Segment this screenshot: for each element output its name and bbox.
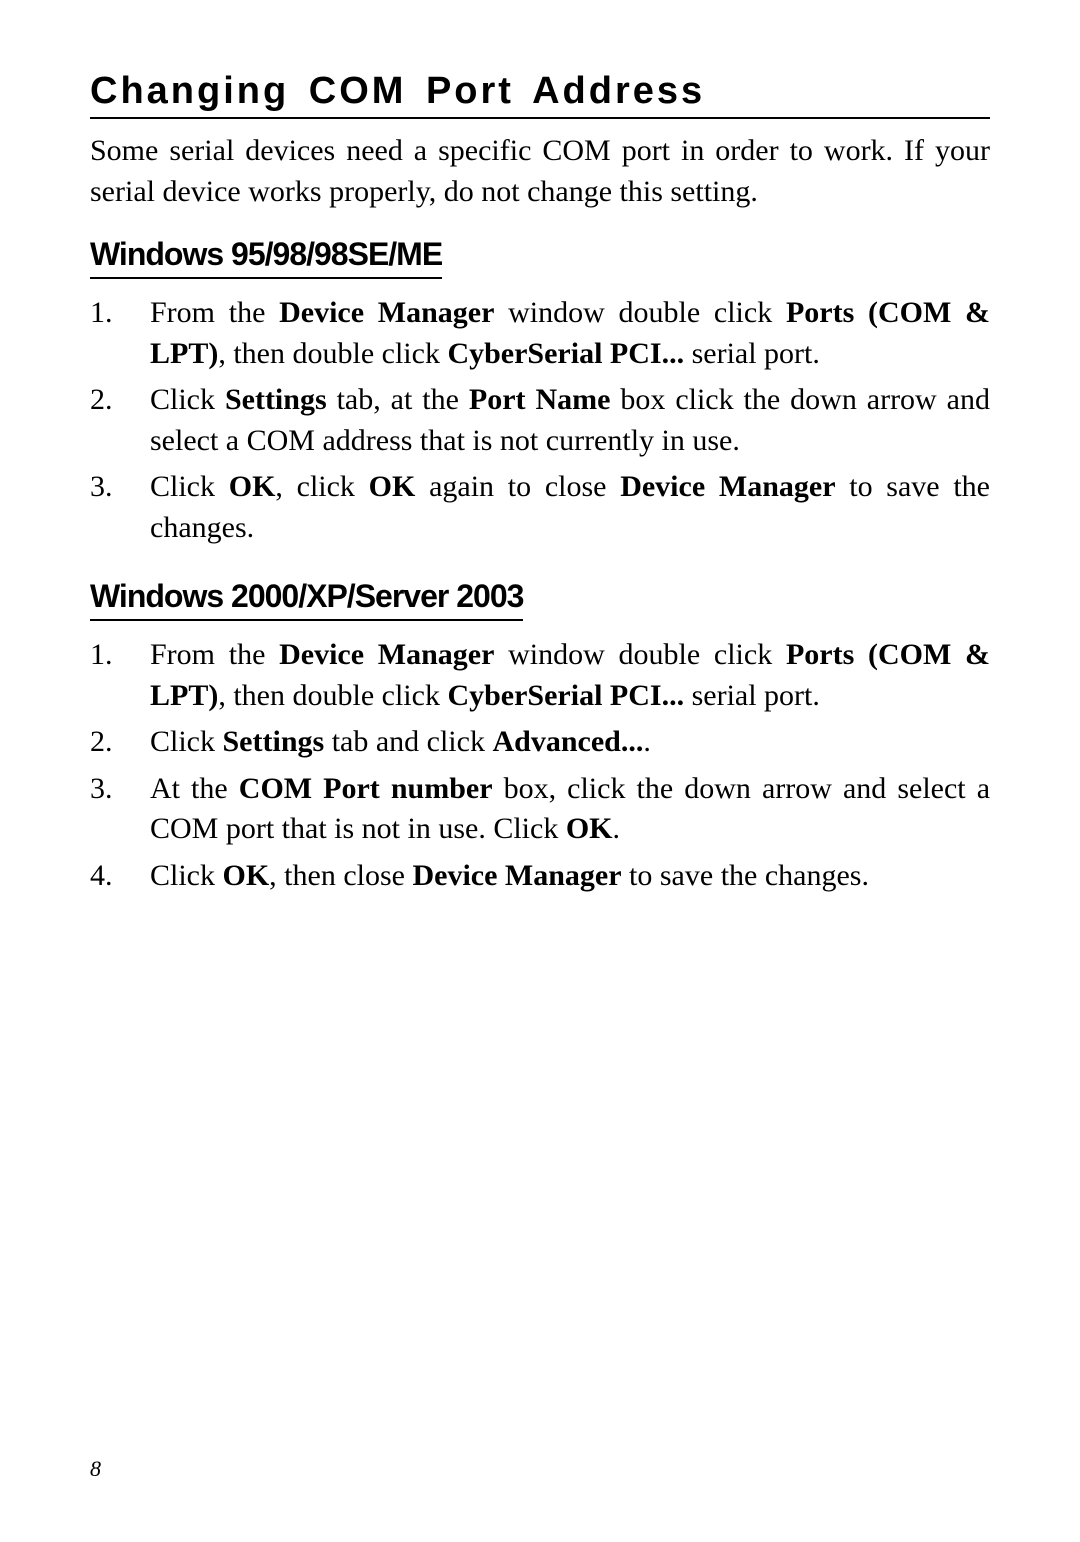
- page-number: 8: [90, 1456, 101, 1482]
- list-item: 1. From the Device Manager window double…: [90, 635, 990, 716]
- step-number: 3.: [90, 467, 150, 548]
- list-item: 2. Click Settings tab and click Advanced…: [90, 722, 990, 763]
- step-number: 4.: [90, 856, 150, 897]
- step-text: From the Device Manager window double cl…: [150, 635, 990, 716]
- list-item: 4. Click OK, then close Device Manager t…: [90, 856, 990, 897]
- list-item: 3. At the COM Port number box, click the…: [90, 769, 990, 850]
- main-heading: Changing COM Port Address: [90, 70, 990, 119]
- step-text: From the Device Manager window double cl…: [150, 293, 990, 374]
- step-text: Click OK, then close Device Manager to s…: [150, 856, 990, 897]
- intro-paragraph: Some serial devices need a specific COM …: [90, 131, 990, 212]
- step-text: At the COM Port number box, click the do…: [150, 769, 990, 850]
- section2-steps: 1. From the Device Manager window double…: [90, 635, 990, 896]
- section2-heading: Windows 2000/XP/Server 2003: [90, 578, 523, 621]
- section1-heading: Windows 95/98/98SE/ME: [90, 236, 442, 279]
- step-number: 3.: [90, 769, 150, 850]
- step-text: Click Settings tab and click Advanced...…: [150, 722, 990, 763]
- list-item: 2. Click Settings tab, at the Port Name …: [90, 380, 990, 461]
- step-number: 2.: [90, 380, 150, 461]
- list-item: 3. Click OK, click OK again to close Dev…: [90, 467, 990, 548]
- step-number: 1.: [90, 635, 150, 716]
- section1-steps: 1. From the Device Manager window double…: [90, 293, 990, 548]
- step-number: 1.: [90, 293, 150, 374]
- list-item: 1. From the Device Manager window double…: [90, 293, 990, 374]
- step-text: Click Settings tab, at the Port Name box…: [150, 380, 990, 461]
- step-number: 2.: [90, 722, 150, 763]
- step-text: Click OK, click OK again to close Device…: [150, 467, 990, 548]
